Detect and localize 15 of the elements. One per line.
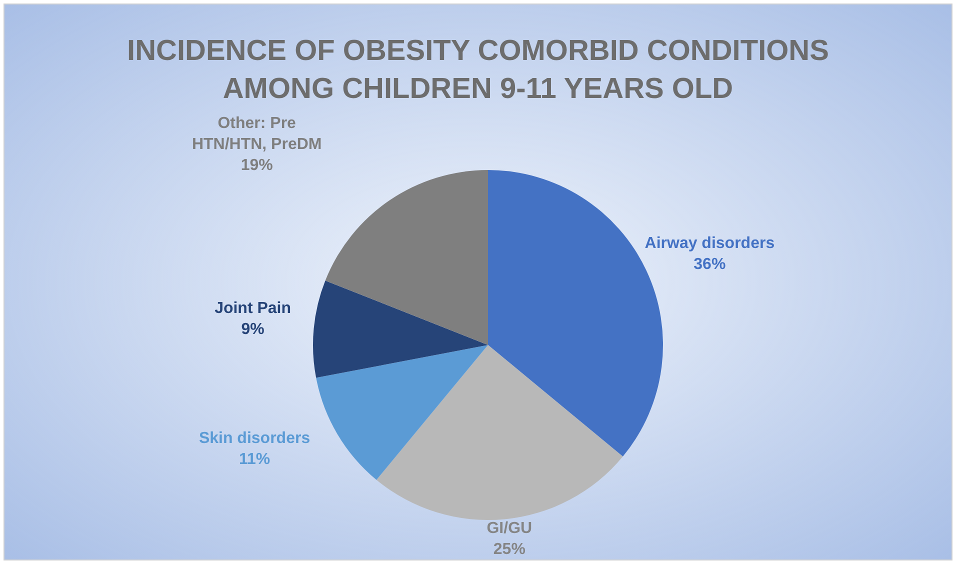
data-label: 11% [238, 451, 270, 468]
data-label: 9% [241, 320, 264, 338]
slice-label: Joint Pain [214, 300, 292, 317]
data-label: 19% [240, 156, 273, 174]
chart-title: INCIDENCE OF OBESITY COMORBID CONDITIONS AMONG CHILDREN 9-11 YEARS OLD [127, 35, 829, 105]
pie-slice [325, 170, 488, 345]
pie-slice [376, 345, 623, 520]
slice-label: GI/GU [486, 520, 532, 538]
slice-label: Skin disorders [198, 430, 310, 448]
data-label: 25% [493, 541, 526, 558]
pie-slice [316, 345, 488, 480]
pie-slice [313, 280, 488, 378]
data-label: 36% [694, 256, 726, 273]
slice-label: Airway disorders [644, 234, 775, 252]
slice-label: Other: Pre HTN/HTN, PreDM [192, 114, 322, 153]
